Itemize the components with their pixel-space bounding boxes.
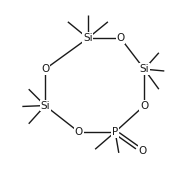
Text: O: O (138, 146, 147, 156)
Text: Si: Si (139, 64, 149, 74)
Text: O: O (41, 64, 49, 74)
Text: Si: Si (83, 33, 93, 43)
Text: O: O (75, 127, 83, 137)
Text: O: O (140, 101, 148, 110)
Text: O: O (117, 33, 125, 43)
Text: Si: Si (40, 101, 50, 110)
Text: P: P (112, 127, 118, 137)
